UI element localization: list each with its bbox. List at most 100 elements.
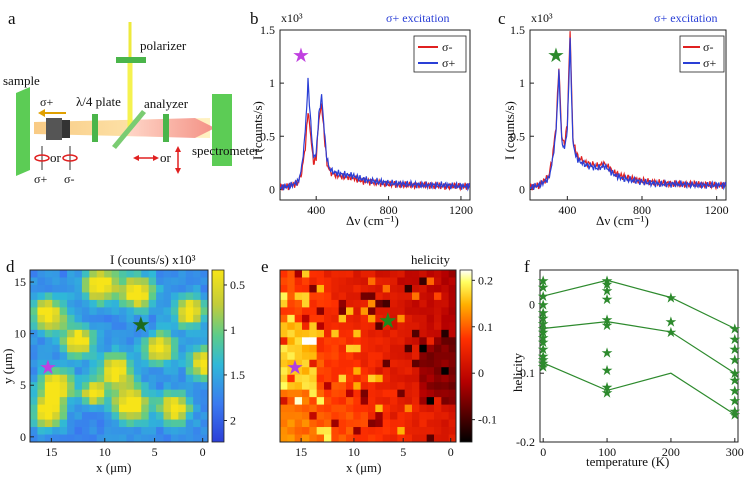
d-grid-cell (178, 322, 187, 331)
e-grid-cell (441, 382, 450, 391)
e-grid-cell (309, 419, 318, 428)
e-grid-cell (353, 292, 362, 301)
e-grid-cell (419, 397, 428, 406)
d-grid-cell (89, 367, 98, 376)
d-grid-cell (133, 434, 142, 443)
d-grid-cell (104, 329, 112, 338)
d-grid-cell (133, 314, 142, 323)
d-grid-cell (133, 397, 142, 406)
e-grid-cell (368, 412, 376, 420)
d-grid-cell (148, 329, 157, 338)
data-point-f: ★ (537, 281, 550, 296)
e-grid-cell (441, 270, 450, 278)
purple-star-d-icon: ★ (39, 357, 57, 379)
e-grid-cell (294, 307, 303, 316)
e-grid-cell (419, 314, 428, 323)
e-grid-cell (426, 359, 435, 368)
e-grid-cell (360, 329, 369, 338)
d-grid-cell (163, 412, 172, 420)
data-point-f: ★ (537, 343, 550, 358)
e-grid-cell (346, 322, 354, 331)
e-grid-cell (324, 374, 332, 383)
e-grid-cell (441, 359, 450, 368)
d-grid-cell (81, 359, 90, 368)
e-grid-cell (324, 307, 332, 316)
d-grid-cell (185, 397, 194, 406)
e-grid-cell (412, 344, 420, 353)
e-grid-cell (434, 314, 442, 323)
polarizer-element (116, 57, 146, 63)
d-grid-cell (156, 344, 164, 353)
d-grid-cell (200, 322, 209, 331)
ylabel-b: I (counts/s) (250, 101, 265, 160)
d-grid-cell (59, 314, 68, 323)
e-grid-cell (309, 299, 318, 308)
green-star-d-icon: ★ (131, 312, 151, 337)
e-grid-cell (302, 270, 310, 278)
d-grid-cell (126, 389, 135, 398)
xtick-label-d-1: 10 (99, 445, 111, 459)
e-grid-cell (360, 359, 369, 368)
ylabel-f: helicity (510, 353, 525, 392)
e-grid-cell (316, 329, 325, 338)
d-grid-cell (89, 314, 98, 323)
legend-label-plus-c: σ+ (703, 56, 716, 70)
e-grid-cell (346, 389, 354, 398)
d-grid-cell (111, 299, 120, 308)
d-grid-cell (44, 299, 53, 308)
d-grid-cell (30, 270, 38, 278)
d-grid-cell (170, 382, 179, 391)
e-grid-cell (412, 374, 420, 383)
e-grid-cell (316, 352, 325, 361)
e-grid-cell (280, 434, 288, 443)
e-grid-cell (316, 322, 325, 331)
d-grid-cell (170, 419, 179, 428)
d-grid-cell (81, 329, 90, 338)
e-grid-cell (280, 277, 288, 286)
e-grid-cell (434, 344, 442, 353)
e-grid-cell (302, 314, 310, 323)
d-grid-cell (156, 284, 164, 293)
e-grid-cell (294, 412, 303, 420)
e-grid-cell (287, 329, 296, 338)
d-grid-cell (193, 397, 201, 406)
d-grid-cell (126, 434, 135, 443)
e-grid-cell (280, 359, 288, 368)
e-grid-cell (331, 359, 340, 368)
series-b (280, 77, 470, 192)
e-grid-cell (397, 397, 406, 406)
d-grid-cell (89, 337, 98, 346)
e-grid-cell (412, 329, 420, 338)
d-grid-cell (104, 434, 112, 443)
d-grid-cell (126, 307, 135, 316)
e-grid-cell (360, 397, 369, 406)
d-grid-cell (119, 322, 127, 331)
d-grid-cell (67, 359, 75, 368)
cb-tick-label-e-0: 0.2 (478, 273, 493, 287)
e-grid-cell (360, 270, 369, 278)
label-polarizer: polarizer (140, 38, 187, 53)
d-grid-cell (148, 284, 157, 293)
e-grid-cell (375, 284, 384, 293)
e-grid-cell (404, 389, 413, 398)
d-grid-cell (52, 367, 61, 376)
e-grid-cell (338, 337, 347, 346)
e-grid-cell (316, 270, 325, 278)
d-grid-cell (81, 367, 90, 376)
d-grid-cell (178, 434, 187, 443)
e-grid-cell (382, 270, 391, 278)
e-grid-cell (294, 404, 303, 413)
e-grid-cell (331, 382, 340, 391)
e-grid-cell (360, 374, 369, 383)
d-grid-cell (200, 284, 209, 293)
d-grid-cell (67, 314, 75, 323)
e-grid-cell (360, 419, 369, 428)
d-grid-cell (126, 329, 135, 338)
e-grid-cell (368, 434, 376, 443)
d-grid-cell (163, 352, 172, 361)
d-grid-cell (178, 299, 187, 308)
e-grid-cell (280, 382, 288, 391)
d-grid-cell (163, 337, 172, 346)
e-grid-cell (346, 352, 354, 361)
e-grid-cell (375, 389, 384, 398)
